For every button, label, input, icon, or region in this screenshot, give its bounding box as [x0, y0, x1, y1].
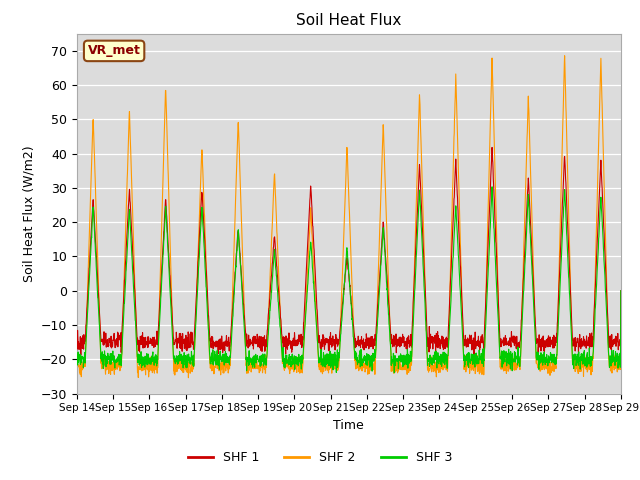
SHF 1: [376, 262, 384, 268]
Text: VR_met: VR_met: [88, 44, 141, 58]
SHF 1: [508, 336, 515, 341]
SHF 2: [365, 359, 372, 365]
SHF 1: [584, 339, 592, 345]
SHF 2: [507, 364, 515, 370]
Y-axis label: Soil Heat Flux (W/m2): Soil Heat Flux (W/m2): [22, 145, 35, 282]
SHF 1: [73, 337, 81, 343]
SHF 2: [73, 368, 81, 374]
SHF 1: [365, 335, 372, 341]
SHF 3: [73, 349, 81, 355]
SHF 3: [390, 370, 398, 376]
SHF 2: [184, 375, 192, 381]
X-axis label: Time: Time: [333, 419, 364, 432]
SHF 2: [617, 288, 625, 294]
SHF 2: [570, 356, 577, 362]
Line: SHF 2: SHF 2: [77, 56, 621, 378]
SHF 1: [617, 288, 625, 294]
Legend: SHF 1, SHF 2, SHF 3: SHF 1, SHF 2, SHF 3: [183, 446, 457, 469]
Title: Soil Heat Flux: Soil Heat Flux: [296, 13, 401, 28]
SHF 2: [225, 360, 232, 366]
SHF 3: [617, 288, 625, 294]
SHF 1: [570, 342, 577, 348]
SHF 3: [365, 352, 372, 358]
SHF 3: [225, 359, 232, 365]
SHF 1: [488, 144, 496, 150]
SHF 3: [508, 352, 515, 358]
SHF 1: [77, 352, 84, 358]
SHF 3: [584, 355, 592, 360]
SHF 2: [561, 53, 568, 59]
SHF 2: [376, 205, 384, 211]
SHF 3: [488, 184, 496, 190]
SHF 3: [570, 360, 577, 365]
SHF 1: [225, 335, 232, 340]
Line: SHF 3: SHF 3: [77, 187, 621, 373]
SHF 2: [584, 361, 592, 367]
SHF 3: [376, 275, 384, 281]
Line: SHF 1: SHF 1: [77, 147, 621, 355]
